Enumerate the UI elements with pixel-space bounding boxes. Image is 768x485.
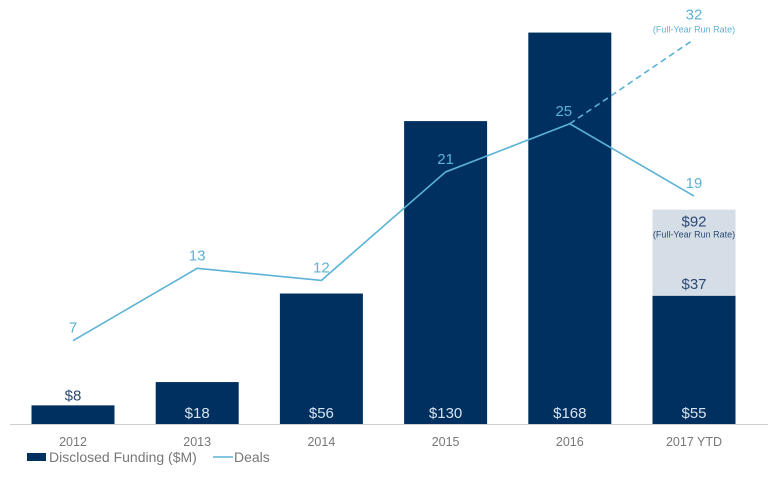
x-tick-label: 2014: [307, 435, 335, 449]
x-tick-label: 2013: [183, 435, 211, 449]
legend-deals-label: Deals: [234, 449, 270, 465]
legend-funding-label: Disclosed Funding ($M): [49, 449, 197, 465]
bar-label: $55: [681, 405, 706, 422]
deals-label: 12: [313, 259, 330, 276]
deals-run-rate-line: [569, 38, 695, 125]
bar-label: $56: [309, 405, 334, 422]
bar-label: $8: [65, 387, 82, 404]
x-tick-label: 2016: [556, 435, 584, 449]
x-tick-label: 2017 YTD: [666, 435, 722, 449]
bar-2017 YTD: [652, 295, 736, 424]
run-rate-bar: [652, 209, 736, 296]
bar-label: $18: [185, 405, 210, 422]
legend-bar-swatch: [27, 453, 46, 461]
deals-label: 21: [437, 151, 454, 168]
deals-line: [72, 122, 695, 342]
run-rate-funding-note: (Full-Year Run Rate): [653, 230, 735, 240]
deals-label: 19: [686, 175, 703, 192]
deals-label: 7: [69, 320, 77, 337]
deals-label: 13: [189, 247, 206, 264]
bar-label: $130: [429, 405, 462, 422]
bar-2014: [279, 293, 363, 424]
x-tick-label: 2012: [59, 435, 87, 449]
bar-2016: [528, 32, 612, 425]
bar-2013: [155, 382, 239, 424]
run-rate-deals-note: (Full-Year Run Rate): [653, 24, 735, 34]
run-rate-deals-label: 32: [686, 6, 703, 23]
run-rate-funding-label: $92: [681, 214, 706, 231]
run-rate-remaining-label: $37: [681, 276, 706, 293]
x-tick-label: 2015: [432, 435, 460, 449]
deals-label: 25: [555, 103, 572, 120]
bar-2012: [31, 405, 115, 424]
bar-label: $168: [553, 405, 586, 422]
